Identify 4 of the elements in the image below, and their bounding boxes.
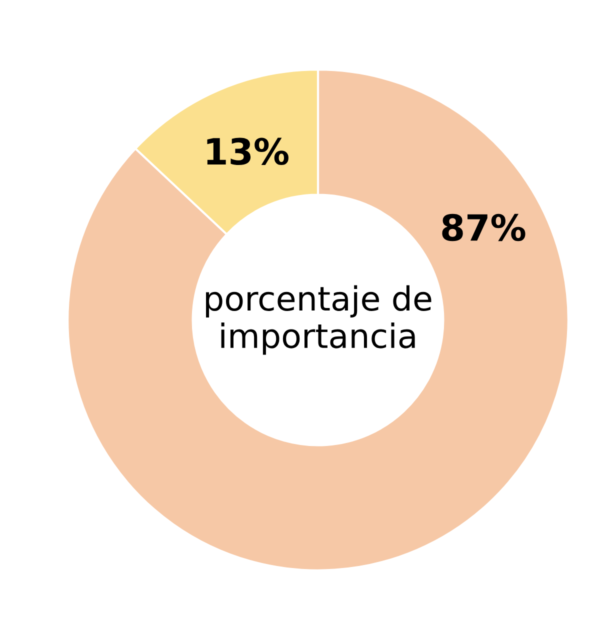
text: porcentaje de importancia [206, 285, 432, 355]
donut-slice [66, 68, 570, 572]
data-label: 87% [442, 214, 526, 242]
data-label: 13% [207, 138, 288, 166]
